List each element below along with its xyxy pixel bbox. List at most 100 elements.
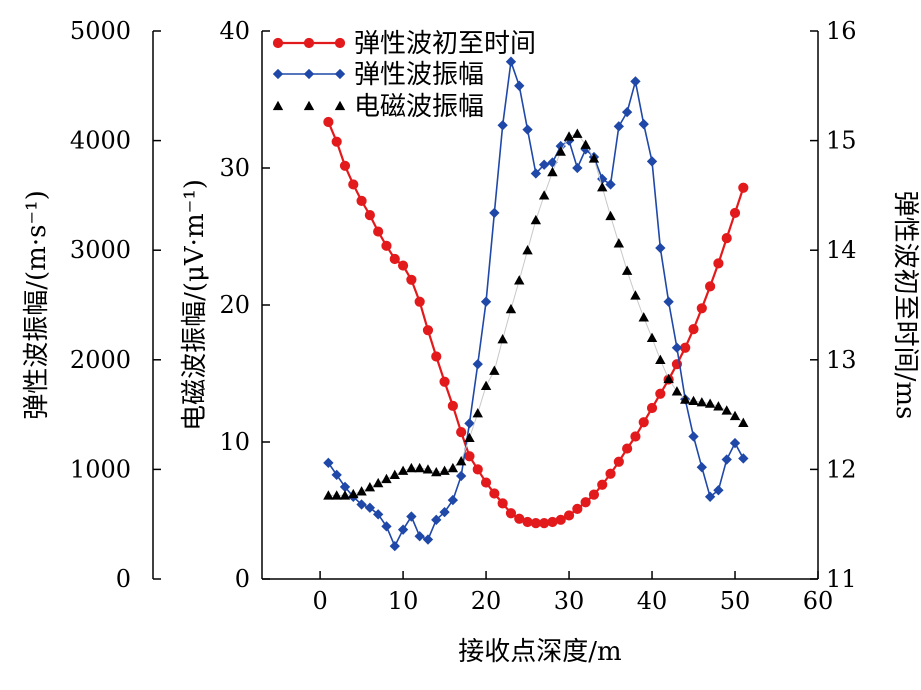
x-tick-label: 20 [471, 587, 502, 615]
left-outer-tick-label: 3000 [70, 236, 131, 264]
data-point [381, 240, 392, 251]
data-point [671, 386, 683, 396]
data-point [555, 514, 566, 525]
data-point [514, 275, 525, 285]
data-point [331, 469, 342, 481]
data-point [381, 521, 392, 532]
data-point [663, 296, 674, 307]
right-tick-label: 14 [826, 236, 857, 264]
data-point [372, 477, 384, 488]
data-point [381, 473, 392, 484]
data-point [406, 274, 417, 285]
legend-label: 电磁波振幅 [354, 92, 484, 122]
data-point [547, 516, 558, 528]
data-point [339, 490, 351, 500]
data-point [431, 514, 442, 525]
data-point [497, 334, 508, 344]
data-point [563, 510, 575, 521]
data-point [439, 506, 450, 518]
data-point [489, 488, 500, 499]
data-point [397, 465, 409, 475]
x-tick-label: 0 [312, 587, 327, 615]
data-point [638, 417, 649, 428]
data-point [605, 210, 616, 221]
data-point [580, 139, 591, 149]
data-point [688, 395, 699, 406]
series-line [327, 121, 745, 525]
data-point [447, 400, 458, 411]
data-point [397, 260, 409, 271]
data-point [605, 468, 616, 479]
data-point [364, 502, 376, 513]
data-point [646, 402, 658, 414]
data-point [655, 388, 666, 399]
data-point [439, 465, 450, 475]
data-point [331, 136, 342, 147]
left-inner-tick-label: 20 [219, 291, 250, 319]
data-point [439, 376, 450, 387]
legend-label: 弹性波振幅 [354, 60, 484, 90]
data-point [663, 373, 674, 384]
data-point [738, 453, 749, 464]
data-point [621, 106, 633, 118]
data-point [373, 509, 384, 520]
legend-marker [272, 100, 284, 111]
data-point [580, 497, 591, 508]
data-point [547, 157, 558, 168]
data-point [713, 401, 724, 411]
legend-marker [272, 68, 284, 80]
data-point [530, 168, 542, 179]
data-point [505, 508, 517, 519]
data-point [563, 131, 575, 141]
series-diamond [323, 56, 749, 552]
data-point [389, 253, 400, 265]
data-point [705, 281, 716, 292]
data-point [323, 490, 334, 500]
data-point [497, 120, 508, 131]
data-point [713, 485, 724, 496]
data-point [455, 455, 467, 466]
legend-label: 弹性波初至时间 [354, 29, 536, 59]
x-tick-label: 10 [388, 587, 419, 615]
data-point [323, 457, 334, 468]
data-point [680, 394, 691, 404]
legend-entry: 弹性波初至时间 [272, 29, 536, 59]
data-point [555, 146, 566, 156]
data-point [638, 118, 649, 130]
data-point [613, 456, 624, 467]
data-point [655, 354, 666, 364]
data-point [447, 494, 459, 506]
data-point [630, 76, 641, 87]
data-point [522, 516, 533, 528]
series-line [327, 61, 745, 549]
data-point [630, 431, 641, 442]
data-point [356, 499, 367, 510]
data-point [588, 489, 600, 500]
data-point [455, 470, 467, 482]
data-point [605, 179, 616, 190]
series-layer [323, 56, 749, 552]
data-point [364, 210, 375, 221]
data-point [671, 342, 683, 353]
data-point [721, 454, 732, 465]
data-point [721, 405, 732, 415]
left-outer-tick-label: 0 [116, 565, 131, 593]
data-point [406, 511, 417, 522]
x-tick-label: 30 [554, 587, 585, 615]
x-tick-label: 40 [637, 587, 668, 615]
axes: 0 10 20 30 40 50 60 接收点深度/m 0 10 20 30 40 电磁波振幅/(μV·m… [22, 17, 920, 667]
data-point [414, 531, 425, 542]
data-point [522, 124, 533, 135]
data-point [397, 524, 409, 535]
data-point [713, 258, 724, 269]
data-point [389, 469, 400, 480]
data-point [696, 462, 707, 473]
legend-marker [334, 100, 346, 111]
data-point [389, 540, 400, 552]
data-point [729, 437, 741, 449]
data-point [464, 418, 475, 429]
data-point [613, 238, 625, 248]
data-point [530, 214, 542, 225]
data-point [431, 466, 442, 477]
